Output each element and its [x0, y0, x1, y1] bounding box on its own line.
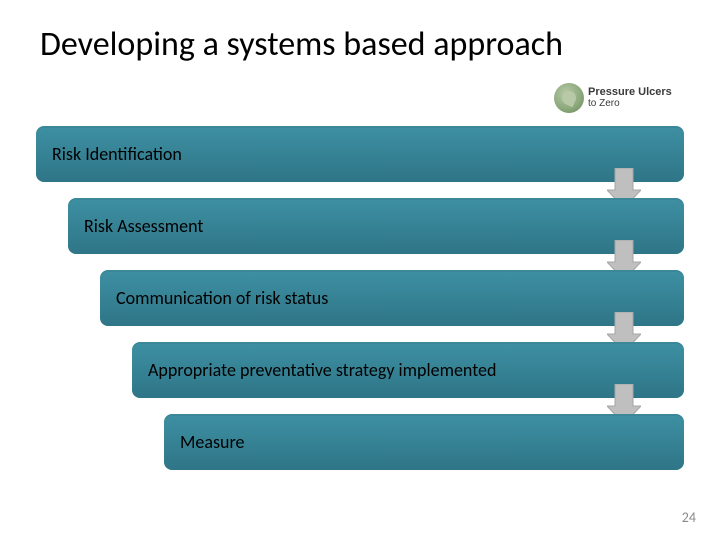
- flow-step-label: Appropriate preventative strategy implem…: [148, 359, 496, 381]
- slide: Developing a systems based approach Pres…: [0, 0, 720, 540]
- flow-step: Risk Assessment: [68, 198, 684, 254]
- flow-step-label: Communication of risk status: [116, 287, 328, 309]
- flow-step-label: Risk Identification: [52, 143, 182, 165]
- brand-logo-line2: to Zero: [588, 98, 672, 109]
- page-title: Developing a systems based approach: [40, 24, 680, 65]
- flow-step: Appropriate preventative strategy implem…: [132, 342, 684, 398]
- flow-step-label: Measure: [180, 431, 244, 453]
- brand-logo-line1: Pressure Ulcers: [588, 87, 672, 98]
- flow-step-label: Risk Assessment: [84, 215, 203, 237]
- page-number: 24: [682, 509, 696, 526]
- flow-step: Communication of risk status: [100, 270, 684, 326]
- brand-logo: Pressure Ulcers to Zero: [554, 80, 684, 116]
- leaf-badge-icon: [554, 83, 584, 113]
- flow-step: Measure: [164, 414, 684, 470]
- brand-logo-text: Pressure Ulcers to Zero: [588, 87, 672, 109]
- process-flow: Risk Identification Risk Assessment Commun…: [36, 126, 684, 478]
- flow-step: Risk Identification: [36, 126, 684, 182]
